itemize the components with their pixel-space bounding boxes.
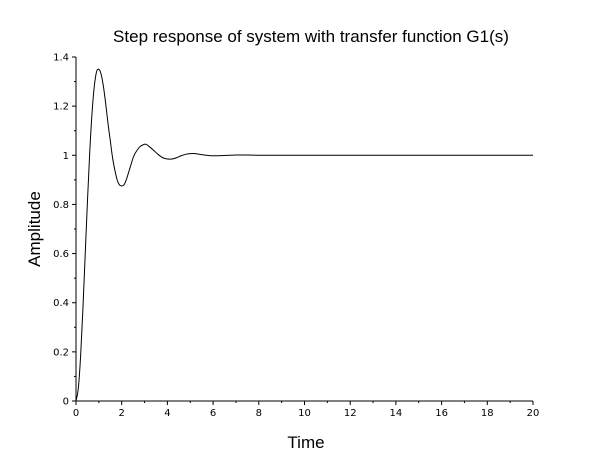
y-tick-label: 0.8 [53, 200, 69, 211]
plot-area: 0 2 4 6 8 10 12 14 16 18 20 0 0.2 0.4 0.6 0.8 1 1.2 1.4 [53, 53, 539, 420]
x-tick-label: 20 [527, 408, 540, 419]
x-tick-label: 14 [390, 408, 403, 419]
x-axis-label: Time [287, 433, 324, 452]
x-tick-label: 10 [298, 408, 311, 419]
x-tick-label: 8 [256, 408, 262, 419]
chart-title: Step response of system with transfer fu… [113, 27, 509, 46]
x-tick-label: 18 [481, 408, 494, 419]
x-tick-label: 12 [344, 408, 357, 419]
y-tick-label: 0.6 [53, 249, 69, 260]
x-tick-label: 6 [210, 408, 216, 419]
x-tick-label: 16 [435, 408, 448, 419]
y-tick-label: 1 [63, 151, 69, 162]
series-line-step-response [75, 68, 533, 402]
y-axis-label: Amplitude [25, 191, 44, 267]
y-axis-ticks: 0 0.2 0.4 0.6 0.8 1 1.2 1.4 [53, 53, 76, 408]
x-tick-label: 2 [119, 408, 125, 419]
x-tick-label: 4 [164, 408, 170, 419]
y-tick-label: 0.2 [53, 347, 69, 358]
y-tick-label: 1.2 [53, 102, 69, 113]
y-tick-label: 0 [63, 397, 69, 408]
y-tick-label: 1.4 [53, 53, 69, 64]
y-tick-label: 0.4 [53, 298, 69, 309]
x-tick-label: 0 [73, 408, 79, 419]
x-axis-ticks: 0 2 4 6 8 10 12 14 16 18 20 [73, 401, 540, 419]
